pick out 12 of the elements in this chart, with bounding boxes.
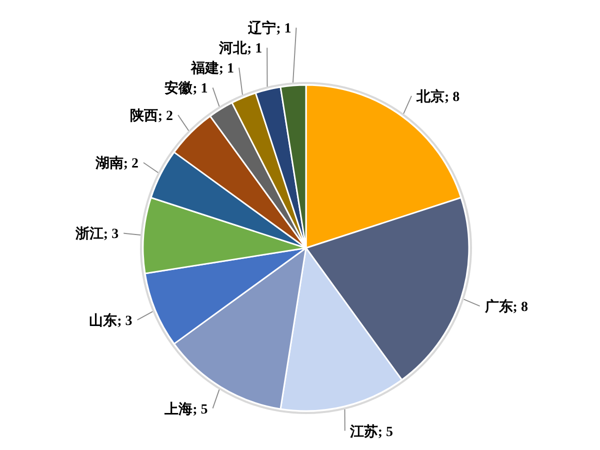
slice-label: 福建; 1 <box>190 60 234 77</box>
slice-label: 山东; 3 <box>89 312 132 329</box>
slice-label: 陕西; 2 <box>130 108 174 124</box>
slice-label: 浙江; 3 <box>74 226 119 242</box>
slice-label: 广东; 8 <box>484 298 528 316</box>
slice-label: 上海; 5 <box>164 401 208 418</box>
slice-label: 江苏; 5 <box>348 424 394 440</box>
slice-label: 辽宁; 1 <box>247 20 292 37</box>
slice-label: 北京; 8 <box>416 88 460 105</box>
slice-label: 河北; 1 <box>218 40 262 57</box>
slice-label: 安徽; 1 <box>164 80 208 97</box>
slice-label: 湖南; 2 <box>94 156 138 172</box>
